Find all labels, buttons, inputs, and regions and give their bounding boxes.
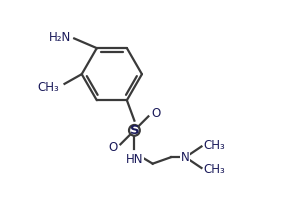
Text: H₂N: H₂N bbox=[49, 31, 71, 44]
Text: HN: HN bbox=[126, 153, 143, 166]
Text: N: N bbox=[180, 151, 189, 164]
Text: O: O bbox=[152, 107, 161, 120]
Circle shape bbox=[129, 125, 140, 136]
Text: CH₃: CH₃ bbox=[37, 81, 59, 94]
Text: CH₃: CH₃ bbox=[204, 139, 225, 152]
Text: O: O bbox=[108, 141, 117, 154]
Text: S: S bbox=[130, 124, 139, 137]
Text: CH₃: CH₃ bbox=[204, 163, 225, 175]
